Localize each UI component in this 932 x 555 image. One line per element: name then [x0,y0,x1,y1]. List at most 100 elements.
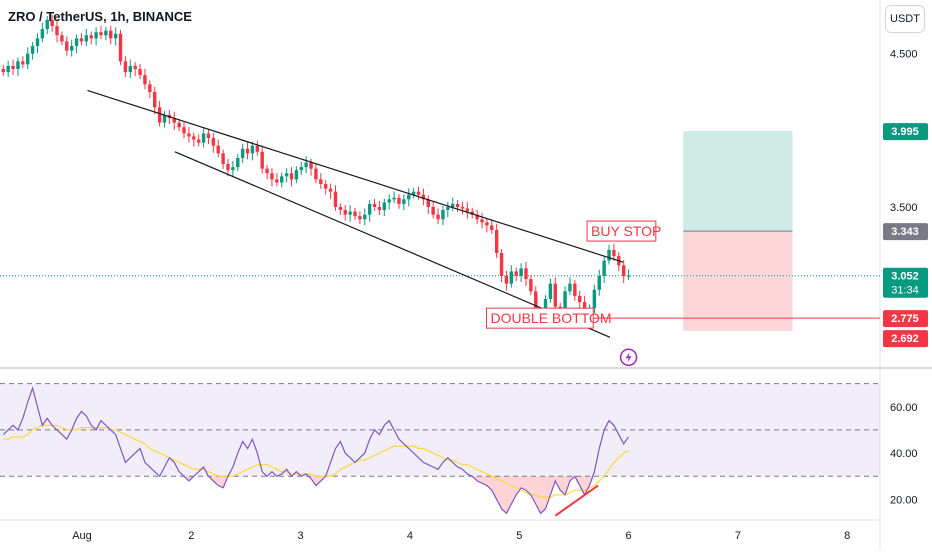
time-axis-tick-label: 5 [516,530,522,542]
price-axis-label: 2.775 [891,313,919,325]
candle-body [319,179,323,184]
rsi-oversold-fill [213,476,219,486]
candle-body [475,214,479,220]
candle-body [563,291,567,312]
candle-body [128,65,133,73]
candle-body [529,279,533,292]
candle-body [153,92,157,108]
candle-body [421,194,426,200]
time-axis-tick-label: 4 [407,530,413,542]
candle-body [358,216,362,220]
rsi-oversold-fill [540,476,546,514]
candle-body [353,211,357,217]
candle-body [392,197,396,200]
rsi-axis-tick-label: 40.00 [890,448,918,460]
candle-body [11,65,15,69]
candle-body [490,225,494,230]
time-axis-tick-label: 3 [298,530,304,542]
annotation-label: BUY STOP [591,223,661,239]
candle-body [299,167,303,171]
candle-body [338,207,343,211]
candle-body [323,184,328,189]
price-axis-label-bg [883,267,928,298]
candle-body [157,107,162,123]
rsi-ma-line [3,424,629,498]
candle-body [348,211,352,215]
candle-body [499,253,504,276]
candle-body [514,271,518,276]
rsi-divergence-line [554,484,599,517]
candle-body [548,283,553,299]
candle-body [407,194,411,200]
price-axis-tick-label: 4.500 [890,49,918,61]
rsi-oversold-fill [560,476,566,495]
candle-body [480,219,484,223]
candle-body [25,53,30,65]
price-axis-label: 3.995 [891,126,919,138]
annotation-box [586,220,657,242]
candle-body [84,35,89,42]
candle-body [133,65,137,69]
candle-body [397,197,401,204]
candle-body [60,35,64,42]
candle-body [597,276,601,290]
candle-body [455,203,460,207]
candle-body [309,162,313,169]
candle-body [275,179,279,183]
price-axis-label: 3.052 [891,271,919,283]
price-axis-tick-label: 3.500 [890,202,918,214]
currency-button[interactable]: USDT [885,5,925,33]
candle-body [402,199,406,204]
annotation-label: DOUBLE BOTTOM [490,310,611,326]
rsi-oversold-fill [315,476,321,486]
candle-body [460,207,465,209]
candle-body [426,199,430,207]
candle-body [231,167,235,171]
buy-stop-annotation: BUY STOP [586,220,661,242]
price-axis-label-bg [883,223,928,241]
candle-body [99,32,103,36]
time-axis-tick-label: 8 [844,530,850,542]
candle-body [162,115,167,123]
candle-body [621,265,626,276]
rsi-line [2,386,630,515]
candle-body [143,75,147,85]
candle-body [89,35,93,39]
candle-body [118,33,123,62]
candle-body [216,145,220,154]
rsi-axis-tick-label: 60.00 [890,402,918,414]
candle-body [343,210,347,215]
candle-body [367,203,372,215]
candle-body [280,176,284,183]
candle-body [6,65,10,73]
rsi-oversold-fill [525,476,531,495]
candle-body [328,188,333,192]
candle-body [55,26,59,36]
candle-body [543,299,548,315]
candle-body [245,148,250,154]
rsi-oversold-fill [511,476,517,505]
candle-body [504,276,509,284]
candle-body [123,61,128,73]
rsi-oversold-fill [579,476,585,495]
candle-body [187,133,191,137]
price-axis-label: 3.343 [891,226,919,238]
price-axis-label: 2.692 [891,333,919,345]
annotation-box [485,307,594,329]
candle-body [226,164,230,171]
candle-body [236,157,240,168]
candle-body [416,191,421,195]
time-axis-tick-label: 7 [735,530,741,542]
candle-body [431,207,435,215]
countdown-label: 31:34 [891,285,919,297]
candle-body [578,295,582,303]
candle-body [201,133,206,143]
candle-body [436,214,440,220]
lightning-bolt-icon [625,352,632,363]
candle-body [441,210,445,220]
chart-title: ZRO / TetherUS, 1h, BINANCE [8,9,192,24]
candle-body [16,61,20,69]
rsi-oversold-fill [218,476,224,488]
